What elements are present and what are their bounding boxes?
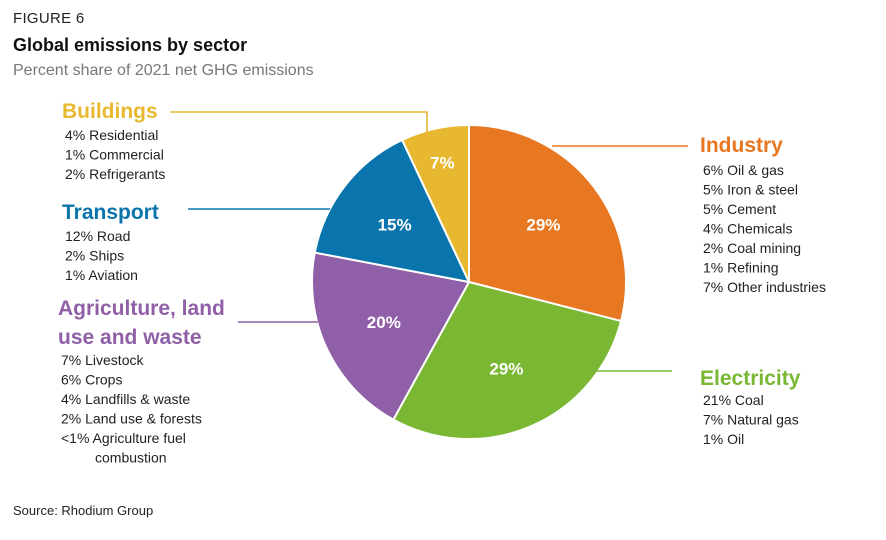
sector-name-electricity: Electricity	[700, 367, 801, 390]
sector-item-industry-7: 7% Other industries	[703, 279, 826, 295]
sector-item-agriculture-3: 4% Landfills & waste	[61, 391, 190, 407]
slice-label-industry: 29%	[526, 215, 560, 234]
sector-item-agriculture-1: 7% Livestock	[61, 352, 144, 368]
sector-item-transport-3: 1% Aviation	[65, 267, 138, 283]
sector-item-industry-6: 1% Refining	[703, 260, 779, 276]
leader-line-buildings	[170, 111, 428, 135]
sector-name-buildings: Buildings	[62, 100, 158, 123]
chart-title: Global emissions by sector	[13, 35, 248, 55]
slice-label-transport: 15%	[378, 215, 412, 234]
sector-item-transport-1: 12% Road	[65, 228, 130, 244]
sector-item-agriculture-6: combustion	[95, 450, 167, 466]
pie-slice-agriculture	[311, 251, 471, 421]
slice-label-buildings: 7%	[430, 154, 455, 173]
sector-item-industry-3: 5% Cement	[703, 201, 776, 217]
sector-item-industry-4: 4% Chemicals	[703, 221, 792, 237]
sector-name-agriculture-line-1: Agriculture, land	[58, 297, 225, 320]
sector-item-buildings-2: 1% Commercial	[65, 147, 164, 163]
slice-label-electricity: 29%	[489, 360, 523, 379]
sector-item-buildings-3: 2% Refrigerants	[65, 166, 165, 182]
sector-name-industry: Industry	[700, 134, 783, 157]
sector-item-industry-5: 2% Coal mining	[703, 240, 801, 256]
sector-item-buildings-1: 4% Residential	[65, 127, 158, 143]
pie-slice-industry	[468, 123, 627, 323]
figure-label: FIGURE 6	[13, 10, 85, 27]
pie-slice-transport	[313, 138, 471, 284]
pie-slice-buildings	[400, 123, 470, 283]
sector-item-agriculture-4: 2% Land use & forests	[61, 411, 202, 427]
sector-item-industry-2: 5% Iron & steel	[703, 182, 798, 198]
sector-item-agriculture-2: 6% Crops	[61, 372, 122, 388]
sector-item-agriculture-5: <1% Agriculture fuel	[61, 430, 186, 446]
pie-slice-electricity	[392, 280, 623, 440]
sector-item-industry-1: 6% Oil & gas	[703, 162, 784, 178]
chart-subtitle: Percent share of 2021 net GHG emissions	[13, 62, 314, 79]
sector-item-electricity-1: 21% Coal	[703, 392, 764, 408]
sector-name-transport: Transport	[62, 201, 159, 224]
sector-item-transport-2: 2% Ships	[65, 248, 124, 264]
slice-label-agriculture: 20%	[367, 313, 401, 332]
sector-name-agriculture-line-2: use and waste	[58, 326, 202, 349]
sector-item-electricity-3: 1% Oil	[703, 431, 744, 447]
sector-item-electricity-2: 7% Natural gas	[703, 412, 799, 428]
source-note: Source: Rhodium Group	[13, 503, 154, 518]
